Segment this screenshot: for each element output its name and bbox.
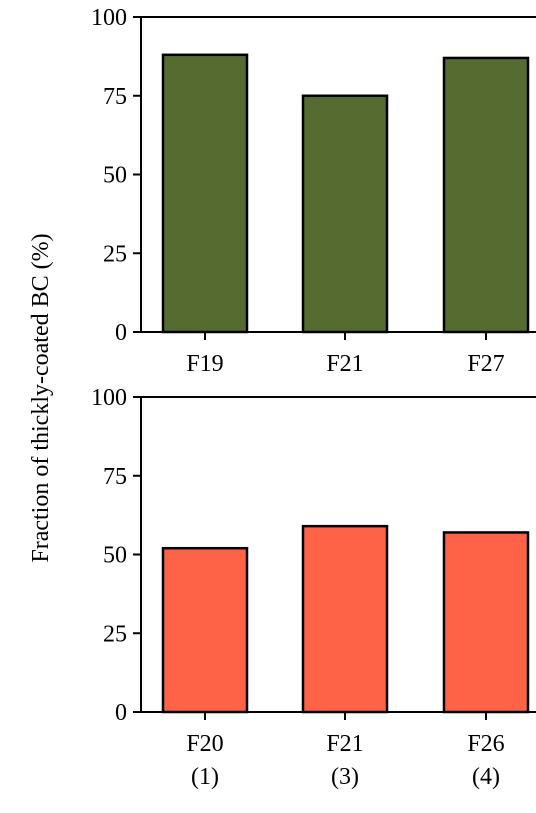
x-tick-label: F20 — [186, 731, 223, 757]
y-tick-label: 0 — [115, 700, 127, 726]
bar-f21 — [303, 526, 387, 712]
chart-panel-1: 0 25 50 75 100 F19 F21 F27 — [91, 5, 536, 377]
x-tick-sublabel: (1) — [191, 764, 219, 790]
y-tick-label: 75 — [103, 464, 127, 490]
bar-f21 — [303, 96, 387, 332]
y-tick-label: 100 — [91, 385, 127, 411]
y-axis-title: Fraction of thickly-coated BC (%) — [28, 233, 54, 562]
x-tick-label: F19 — [186, 351, 223, 377]
y-tick-label: 25 — [103, 621, 127, 647]
y-tick-label: 100 — [91, 5, 127, 31]
y-tick-label: 50 — [103, 543, 127, 569]
x-tick-label: F21 — [326, 351, 363, 377]
bar-f19 — [163, 55, 247, 332]
x-tick-label: F21 — [326, 731, 363, 757]
y-tick-label: 25 — [103, 241, 127, 267]
chart-panel-2: 0 25 50 75 100 F20 (1) F21 (3) F26 (4) — [91, 385, 536, 790]
y-tick-label: 0 — [115, 320, 127, 346]
y-tick-label: 75 — [103, 84, 127, 110]
bar-f27 — [444, 58, 528, 332]
x-tick-label: F26 — [467, 731, 504, 757]
bar-f20 — [163, 548, 247, 712]
x-tick-sublabel: (4) — [472, 764, 500, 790]
x-tick-sublabel: (3) — [331, 764, 359, 790]
y-tick-label: 50 — [103, 163, 127, 189]
x-tick-label: F27 — [467, 351, 504, 377]
bar-f26 — [444, 532, 528, 712]
